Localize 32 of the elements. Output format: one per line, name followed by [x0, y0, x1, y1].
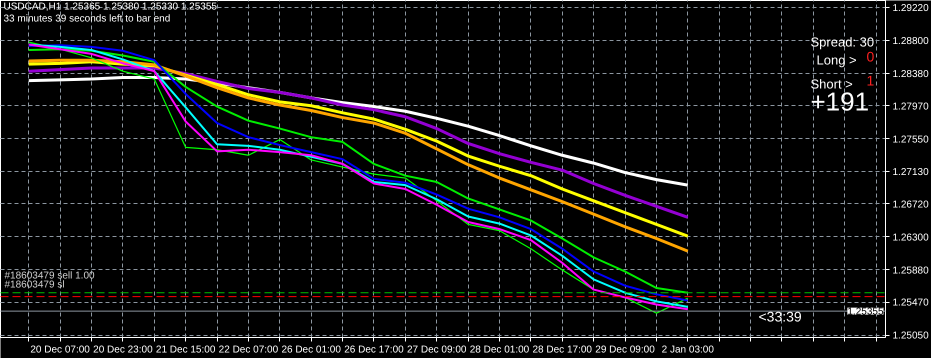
x-tick-label: 26 Dec 17:00	[344, 344, 404, 356]
x-tick-label: 27 Dec 09:00	[406, 344, 467, 356]
ref-line-label: #18603479 sell 1.00	[4, 270, 96, 282]
x-tick-label: 21 Dec 15:00	[156, 344, 216, 356]
text: 33 minutes 39 seconds left to bar end	[4, 14, 170, 24]
x-tick-label: 28 Dec 01:00	[470, 344, 530, 356]
chart-title: USDCAD,H1 1.25365 1.25380 1.25330 1.25355	[4, 2, 218, 12]
annotation: Short >	[810, 76, 853, 92]
ref-line-label: #18603479 sl	[4, 280, 65, 291]
x-tick-label: 20 Dec 23:00	[93, 344, 154, 356]
x-tick-label: 2 Jan 03:00	[662, 344, 714, 356]
y-tick-label: 1.26300	[892, 232, 930, 244]
y-tick-label: 1.28380	[892, 69, 930, 80]
annotation: Spread: 30	[810, 34, 874, 50]
annotation: Long >	[816, 52, 857, 68]
y-tick-label: 1.25470	[892, 298, 930, 309]
x-tick-label: 20 Dec 07:00	[30, 344, 90, 356]
y-tick-label: 1.29220	[892, 3, 930, 14]
y-tick-label: 1.25880	[892, 265, 930, 276]
x-tick-label: 28 Dec 17:00	[532, 344, 592, 356]
y-tick-label: 1.27550	[892, 134, 930, 146]
y-tick-label: 1.26720	[892, 199, 930, 210]
x-tick-label: 26 Dec 01:00	[281, 344, 342, 356]
y-tick-label: 1.25050	[892, 330, 930, 342]
annotation: 0	[866, 48, 874, 64]
y-tick-label: 1.27130	[892, 167, 930, 178]
x-tick-label: 22 Dec 07:00	[218, 344, 279, 356]
y-tick-label: 1.27970	[892, 101, 930, 112]
annotation: 1	[866, 72, 874, 88]
x-tick-label: 29 Dec 09:00	[595, 344, 656, 356]
annotation: <33:39	[758, 308, 802, 324]
y-tick-label: 1.28800	[892, 36, 930, 48]
